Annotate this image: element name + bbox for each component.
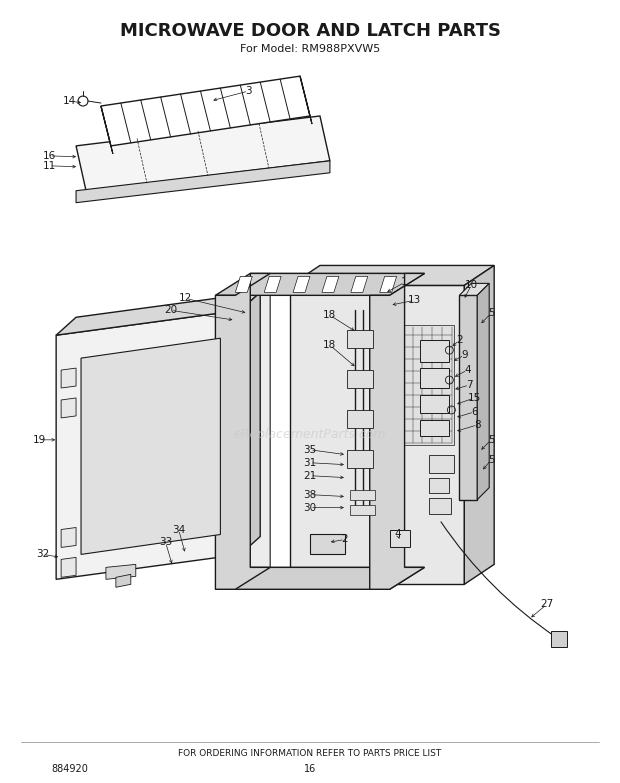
Polygon shape [61, 368, 76, 388]
Polygon shape [420, 395, 449, 413]
Polygon shape [350, 504, 374, 514]
Text: 15: 15 [467, 393, 481, 403]
Text: 32: 32 [37, 550, 50, 559]
Polygon shape [56, 310, 241, 579]
Polygon shape [76, 161, 330, 203]
Text: 27: 27 [540, 599, 554, 609]
Polygon shape [420, 368, 449, 388]
Polygon shape [430, 478, 450, 493]
Text: For Model: RM988PXVW5: For Model: RM988PXVW5 [240, 44, 380, 54]
Text: 9: 9 [461, 350, 467, 360]
Polygon shape [379, 276, 397, 292]
Polygon shape [215, 568, 425, 590]
Polygon shape [264, 276, 281, 292]
Text: 20: 20 [164, 305, 177, 316]
Text: 18: 18 [323, 340, 337, 350]
Polygon shape [241, 292, 260, 554]
Polygon shape [394, 325, 454, 445]
Text: 5: 5 [488, 435, 495, 445]
Polygon shape [551, 631, 567, 647]
Polygon shape [81, 338, 220, 554]
Polygon shape [430, 455, 454, 473]
Polygon shape [351, 276, 368, 292]
Text: 33: 33 [159, 537, 172, 547]
Polygon shape [215, 273, 425, 295]
Text: 11: 11 [43, 161, 56, 171]
Text: 4: 4 [464, 365, 471, 375]
Text: 21: 21 [303, 471, 317, 481]
Polygon shape [370, 273, 425, 590]
Polygon shape [101, 106, 113, 153]
Text: 2: 2 [342, 535, 348, 544]
Polygon shape [61, 557, 76, 577]
Polygon shape [420, 420, 449, 436]
Text: 5: 5 [488, 309, 495, 318]
Text: 12: 12 [179, 294, 192, 303]
Text: 13: 13 [408, 295, 421, 305]
Polygon shape [236, 273, 405, 590]
Polygon shape [106, 565, 136, 579]
Text: 3: 3 [245, 86, 252, 96]
Text: 30: 30 [303, 503, 317, 513]
Polygon shape [347, 449, 373, 467]
Text: 6: 6 [471, 407, 477, 417]
Polygon shape [389, 529, 410, 547]
Text: 884920: 884920 [51, 763, 88, 774]
Text: 14: 14 [63, 96, 76, 106]
Polygon shape [347, 330, 373, 348]
Polygon shape [420, 340, 449, 362]
Text: 34: 34 [172, 525, 185, 535]
Polygon shape [101, 76, 310, 146]
Text: MICROWAVE DOOR AND LATCH PARTS: MICROWAVE DOOR AND LATCH PARTS [120, 22, 500, 40]
Polygon shape [322, 276, 339, 292]
Polygon shape [215, 273, 270, 590]
Text: 18: 18 [323, 310, 337, 320]
Text: 1: 1 [401, 277, 408, 287]
Polygon shape [459, 295, 477, 500]
Text: 5: 5 [488, 455, 495, 465]
Polygon shape [350, 489, 374, 500]
Text: 19: 19 [33, 435, 46, 445]
Text: 35: 35 [303, 445, 317, 455]
Polygon shape [290, 265, 494, 285]
Polygon shape [464, 265, 494, 584]
Text: 8: 8 [474, 420, 480, 430]
Text: 31: 31 [303, 458, 317, 467]
Polygon shape [347, 410, 373, 428]
Polygon shape [290, 285, 464, 584]
Text: 2: 2 [456, 335, 463, 345]
Text: FOR ORDERING INFORMATION REFER TO PARTS PRICE LIST: FOR ORDERING INFORMATION REFER TO PARTS … [179, 749, 441, 758]
Polygon shape [293, 276, 310, 292]
Polygon shape [459, 283, 489, 295]
Polygon shape [310, 535, 345, 554]
Polygon shape [56, 292, 260, 335]
Polygon shape [61, 398, 76, 418]
Text: 16: 16 [304, 763, 316, 774]
Text: 4: 4 [394, 529, 401, 539]
Polygon shape [116, 575, 131, 587]
Text: 38: 38 [303, 489, 317, 500]
Text: eReplacementParts.com: eReplacementParts.com [234, 428, 386, 442]
Text: 16: 16 [43, 151, 56, 161]
Polygon shape [300, 76, 312, 124]
Polygon shape [236, 276, 252, 292]
Text: 10: 10 [465, 280, 478, 290]
Text: 7: 7 [466, 380, 472, 390]
Polygon shape [61, 528, 76, 547]
Polygon shape [477, 283, 489, 500]
Polygon shape [347, 370, 373, 388]
Polygon shape [76, 116, 330, 191]
Polygon shape [430, 498, 451, 514]
